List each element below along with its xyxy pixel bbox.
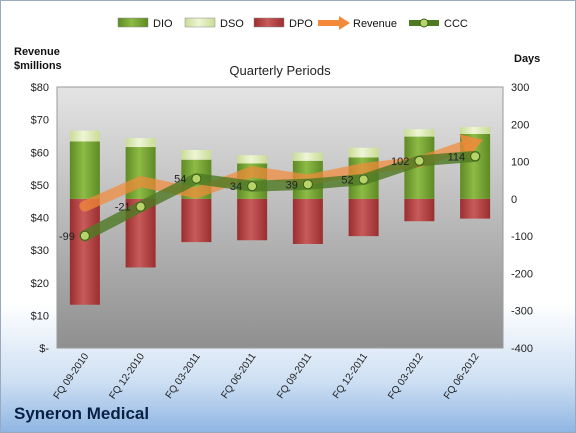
left-tick-label: $40 [31, 213, 49, 225]
left-axis-ticks: $- $10 $20 $30 $40 $50 $60 $70 $80 [31, 82, 50, 355]
left-tick-label: $80 [31, 82, 49, 94]
bar-dpo [237, 198, 268, 241]
ccc-data-label: 52 [341, 174, 353, 186]
legend-swatch-dio [117, 17, 149, 28]
ccc-point [470, 151, 481, 162]
ccc-point [358, 174, 369, 185]
x-axis-ticks: FQ 09-2010 FQ 12-2010 FQ 03-2011 FQ 06-2011… [52, 351, 482, 401]
left-tick-label: $50 [31, 180, 49, 192]
bar-dso [181, 150, 212, 160]
legend-label-revenue: Revenue [353, 18, 397, 30]
bar-dso [404, 129, 435, 137]
ccc-point [79, 230, 90, 241]
x-tick-label: FQ 12-2010 [107, 351, 147, 401]
ccc-data-label: 114 [448, 151, 466, 163]
ccc-data-label: 54 [174, 174, 186, 186]
bar-dpo [292, 198, 323, 244]
legend: DIO DSO DPO Revenue CCC [117, 16, 468, 30]
right-tick-label: 100 [511, 157, 529, 169]
right-tick-label: -400 [511, 343, 533, 355]
x-tick-label: FQ 03-2011 [164, 351, 203, 401]
ccc-line [79, 150, 481, 242]
ccc-point [302, 179, 313, 190]
ccc-data-label: -99 [59, 231, 75, 243]
ccc-point [414, 155, 425, 166]
legend-swatch-revenue-head [339, 16, 350, 30]
right-tick-label: 200 [511, 119, 529, 131]
x-tick-label: FQ 03-2012 [386, 351, 426, 401]
legend-label-ccc: CCC [444, 18, 468, 30]
x-tick-label: FQ 06-2011 [219, 351, 258, 401]
lines-group: -99 -21 54 34 39 52 102 114 [59, 134, 483, 243]
ccc-point [191, 173, 202, 184]
left-axis-title-line2: $millions [14, 60, 62, 72]
chart-title: Quarterly Periods [229, 63, 331, 78]
ccc-point [135, 201, 146, 212]
legend-swatch-dso [184, 17, 216, 28]
right-axis-title: Days [514, 53, 540, 65]
legend-label-dio: DIO [153, 18, 173, 30]
bar-dso [460, 126, 491, 134]
right-tick-label: 0 [511, 194, 517, 206]
right-tick-label: -200 [511, 268, 533, 280]
revenue-arrowhead [459, 134, 483, 159]
right-tick-label: -100 [511, 231, 533, 243]
right-tick-label: 300 [511, 82, 529, 94]
x-tick-label: FQ 12-2011 [331, 351, 370, 401]
left-axis-title-line1: Revenue [14, 46, 60, 58]
company-name: Syneron Medical [14, 404, 150, 423]
legend-swatch-ccc-dot [419, 18, 429, 28]
bar-dpo [181, 198, 212, 243]
left-tick-label: $30 [31, 245, 49, 257]
legend-swatch-dpo [253, 17, 285, 28]
left-tick-label: $70 [31, 115, 49, 127]
x-tick-label: FQ 06-2012 [442, 351, 482, 401]
x-tick-label: FQ 09-2011 [275, 351, 314, 401]
ccc-point [247, 181, 258, 192]
bars-group [69, 126, 491, 305]
right-tick-label: -300 [511, 306, 533, 318]
left-tick-label: $10 [31, 310, 49, 322]
legend-label-dso: DSO [220, 18, 244, 30]
ccc-data-label: 34 [230, 181, 242, 193]
legend-label-dpo: DPO [289, 18, 313, 30]
bar-dso [237, 155, 268, 164]
left-tick-label: $60 [31, 147, 49, 159]
bar-dso [69, 130, 100, 142]
right-axis-ticks: -400 -300 -200 -100 0 100 200 300 [511, 82, 533, 355]
x-tick-label: FQ 09-2010 [52, 351, 92, 401]
ccc-data-label: 102 [391, 156, 409, 168]
bar-dso [125, 138, 156, 148]
bar-dpo [69, 198, 100, 305]
ccc-data-label: 39 [286, 179, 298, 191]
bar-dso [348, 147, 379, 158]
bar-dpo [348, 198, 379, 237]
left-tick-label: $20 [31, 278, 49, 290]
bar-dio [69, 141, 100, 199]
ccc-data-label: -21 [115, 202, 131, 214]
bar-dpo [460, 198, 491, 219]
bar-dso [292, 152, 323, 161]
bar-dpo [404, 198, 435, 222]
left-tick-label: $- [39, 343, 49, 355]
